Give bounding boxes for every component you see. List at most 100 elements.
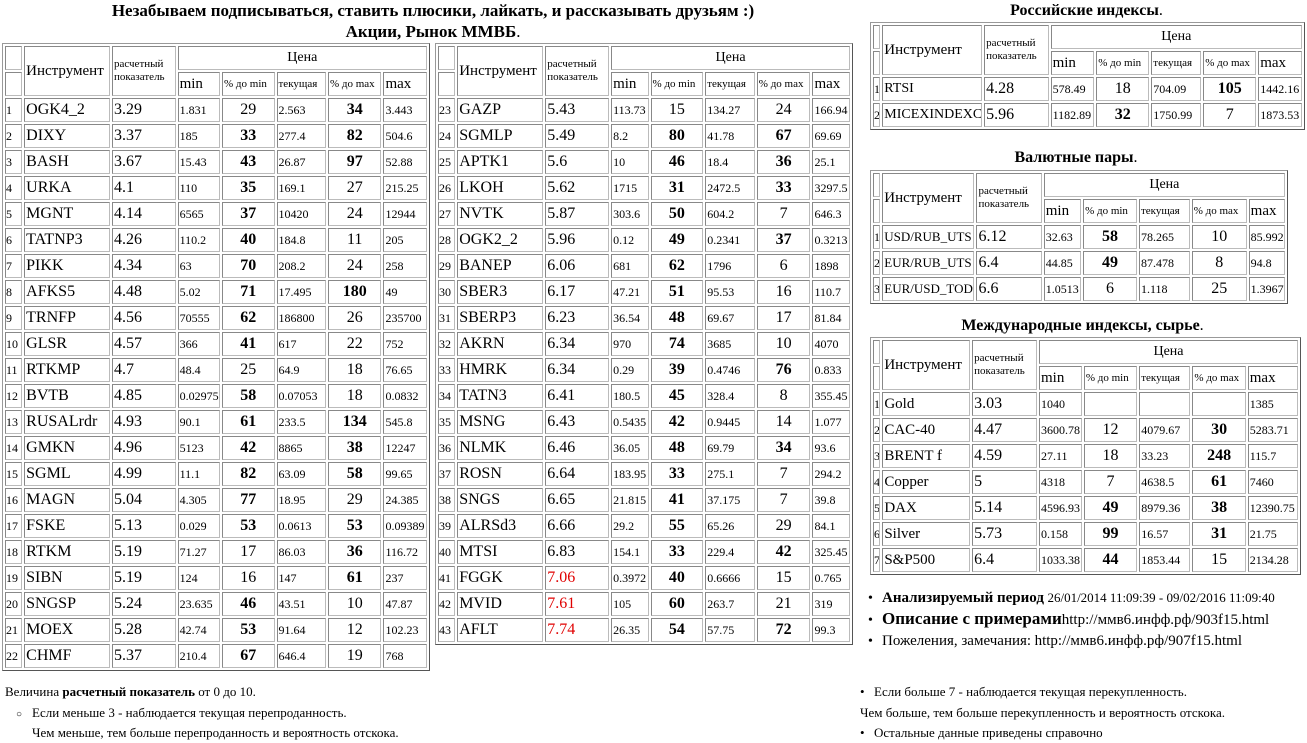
instrument-name: EUR/RUB_UTS xyxy=(882,251,975,275)
min-value: 27.11 xyxy=(1038,444,1082,468)
pct-to-max: 105 xyxy=(1203,77,1257,101)
row-index: 3 xyxy=(873,444,881,468)
row-index: 38 xyxy=(438,488,456,512)
pct-min-header: % до min xyxy=(1083,199,1137,223)
pct-to-max: 37 xyxy=(756,228,811,252)
pct-to-min: 80 xyxy=(650,124,704,148)
pct-to-min: 45 xyxy=(650,384,704,408)
row-index: 39 xyxy=(438,514,456,538)
pct-to-max: 15 xyxy=(756,566,811,590)
table-row: 29 BANEP 6.06 681 62 1796 6 1898 xyxy=(438,254,850,278)
calc-value: 4.93 xyxy=(111,410,176,434)
pct-to-min: 29 xyxy=(222,98,275,122)
current-value: 18.95 xyxy=(276,488,326,512)
min-value: 36.54 xyxy=(611,306,649,330)
calc-value: 6.4 xyxy=(976,251,1042,275)
calc-value: 5.73 xyxy=(972,522,1037,546)
table-row: 35 MSNG 6.43 0.5435 42 0.9445 14 1.077 xyxy=(438,410,850,434)
pct-to-min: 44 xyxy=(1083,548,1138,572)
max-value: 1442.16 xyxy=(1258,77,1302,101)
price-header: Цена xyxy=(1050,25,1302,49)
min-value: 5.02 xyxy=(177,280,220,304)
row-index: 41 xyxy=(438,566,456,590)
row-index: 27 xyxy=(438,202,456,226)
pct-to-max: 72 xyxy=(756,618,811,642)
current-value: 2.563 xyxy=(276,98,326,122)
min-value: 8.2 xyxy=(611,124,649,148)
max-value: 355.45 xyxy=(812,384,850,408)
pct-to-min: 16 xyxy=(222,566,275,590)
instrument-name: NLMK xyxy=(457,436,544,460)
instrument-name: AFKS5 xyxy=(24,280,110,304)
max-value: 5283.71 xyxy=(1247,418,1298,442)
instrument-name: Copper xyxy=(882,470,971,494)
row-index: 30 xyxy=(438,280,456,304)
pct-to-min: 49 xyxy=(650,228,704,252)
table-row: 28 OGK2_2 5.96 0.12 49 0.2341 37 0.3213 xyxy=(438,228,850,252)
current-value: 63.09 xyxy=(276,462,326,486)
min-value: 1040 xyxy=(1038,392,1082,416)
russian-indices-title: Российские индексы. xyxy=(1010,2,1163,19)
instrument-name: RUSALrdr xyxy=(24,410,110,434)
legend-intro: Величина расчетный показатель от 0 до 10… xyxy=(5,684,256,699)
current-header: текущая xyxy=(276,72,326,96)
max-value: 93.6 xyxy=(812,436,850,460)
pct-to-max: 38 xyxy=(1192,496,1246,520)
instrument-name: TATNP3 xyxy=(24,228,110,252)
description-info: Описание с примерамиhttp://ммв6.инфф.рф/… xyxy=(868,609,1275,631)
instrument-name: NVTK xyxy=(457,202,544,226)
pct-to-max: 36 xyxy=(756,150,811,174)
header-row: Инструмент расчетный показатель Цена xyxy=(438,46,850,96)
instrument-name: PIKK xyxy=(24,254,110,278)
feedback-link[interactable]: http://ммв6.инфф.рф/907f15.html xyxy=(1034,633,1243,649)
min-value: 1.0513 xyxy=(1043,277,1082,301)
pct-to-max: 24 xyxy=(756,98,811,122)
current-value: 617 xyxy=(276,332,326,356)
table-row: 4 URKA 4.1 110 35 169.1 27 215.25 xyxy=(5,176,427,200)
current-header: текущая xyxy=(1151,51,1202,75)
table-row: 41 FGGK 7.06 0.3972 40 0.6666 15 0.765 xyxy=(438,566,850,590)
calc-value: 3.67 xyxy=(111,150,176,174)
pct-to-max: 38 xyxy=(327,436,382,460)
description-link[interactable]: http://ммв6.инфф.рф/903f15.html xyxy=(1061,612,1270,628)
min-header: min xyxy=(1038,366,1082,390)
current-value: 208.2 xyxy=(276,254,326,278)
current-value: 0.4746 xyxy=(705,358,755,382)
current-value: 43.51 xyxy=(276,592,326,616)
max-value: 3297.5 xyxy=(812,176,850,200)
pct-to-min: 31 xyxy=(650,176,704,200)
current-value: 147 xyxy=(276,566,326,590)
current-value: 646.4 xyxy=(276,644,326,668)
instrument-name: TATN3 xyxy=(457,384,544,408)
instrument-name: MVID xyxy=(457,592,544,616)
max-value: 24.385 xyxy=(383,488,427,512)
max-value: 7460 xyxy=(1247,470,1298,494)
page-header: Незабываем подписываться, ставить плюсик… xyxy=(0,1,866,42)
pct-to-max: 58 xyxy=(327,462,382,486)
min-value: 366 xyxy=(177,332,220,356)
stocks-table-right: Инструмент расчетный показатель Цена min% д… xyxy=(435,43,853,645)
current-value: 275.1 xyxy=(705,462,755,486)
instrument-name: Silver xyxy=(882,522,971,546)
current-value: 3685 xyxy=(705,332,755,356)
row-index: 5 xyxy=(5,202,23,226)
pct-to-min: 99 xyxy=(1083,522,1138,546)
max-value: 69.69 xyxy=(812,124,850,148)
pct-to-min: 25 xyxy=(222,358,275,382)
max-value: 1.3967 xyxy=(1248,277,1285,301)
current-value: 37.175 xyxy=(705,488,755,512)
pct-to-min: 35 xyxy=(222,176,275,200)
current-value: 4079.67 xyxy=(1139,418,1191,442)
min-value: 1033.38 xyxy=(1038,548,1082,572)
min-value: 3600.78 xyxy=(1038,418,1082,442)
current-value: 91.64 xyxy=(276,618,326,642)
instrument-name: SIBN xyxy=(24,566,110,590)
max-value: 235700 xyxy=(383,306,427,330)
current-value: 1750.99 xyxy=(1151,103,1202,127)
table-row: 25 APTK1 5.6 10 46 18.4 36 25.1 xyxy=(438,150,850,174)
min-value: 44.85 xyxy=(1043,251,1082,275)
min-value: 0.5435 xyxy=(611,410,649,434)
pct-to-max: 29 xyxy=(327,488,382,512)
current-value: 78.265 xyxy=(1138,225,1190,249)
max-value: 215.25 xyxy=(383,176,427,200)
